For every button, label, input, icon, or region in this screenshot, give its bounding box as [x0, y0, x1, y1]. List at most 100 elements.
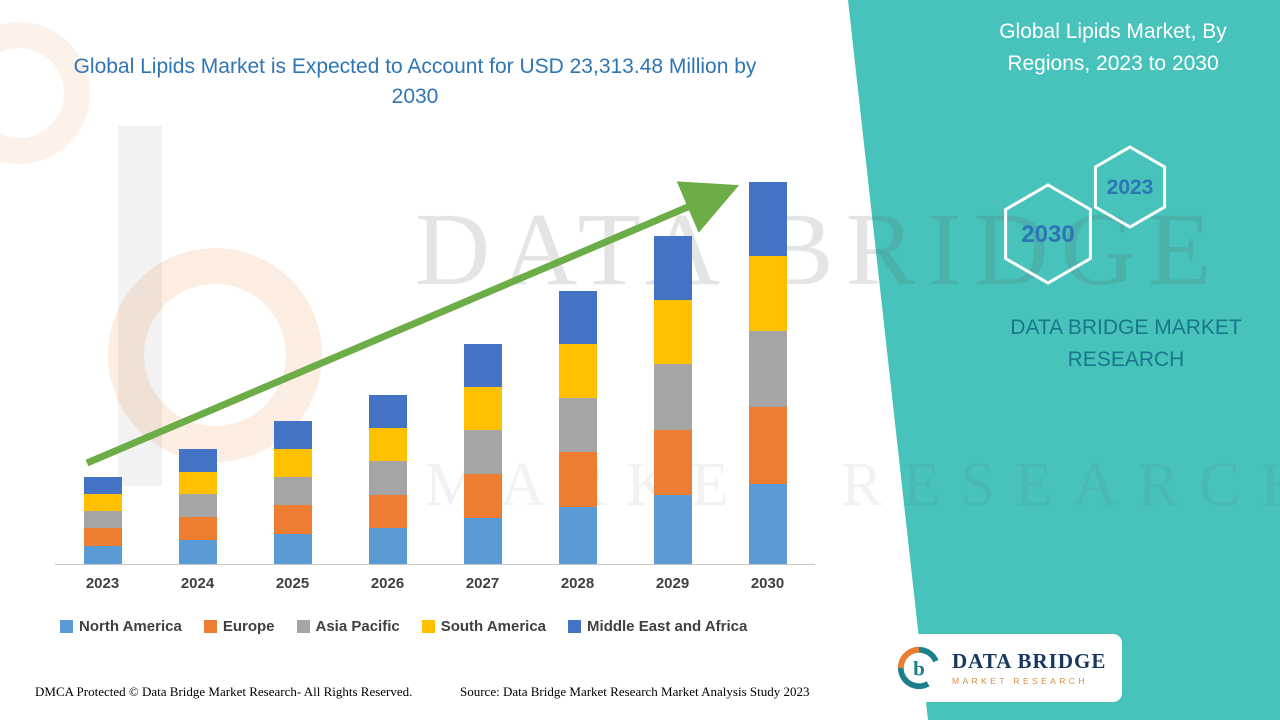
side-panel-title: Global Lipids Market, By Regions, 2023 t… — [999, 20, 1227, 75]
bar-slot-2027 — [435, 175, 530, 564]
segment-south-america — [748, 256, 787, 331]
segment-europe — [748, 407, 787, 484]
bar-slot-2024 — [150, 175, 245, 564]
segment-middle-east-and-africa — [83, 476, 122, 494]
stacked-bar-2024 — [178, 449, 217, 564]
segment-south-america — [83, 493, 122, 511]
segment-europe — [558, 452, 597, 507]
segment-asia-pacific — [83, 510, 122, 529]
segment-south-america — [368, 427, 407, 461]
chart-title: Global Lipids Market is Expected to Acco… — [73, 55, 757, 109]
legend-item-middle-east-and-africa: Middle East and Africa — [568, 618, 747, 635]
segment-europe — [273, 505, 312, 534]
legend-swatch-icon — [421, 620, 435, 633]
segment-north-america — [368, 528, 407, 564]
segment-europe — [653, 429, 692, 496]
logo-name: DATA BRIDGE — [952, 648, 1107, 673]
legend: North America Europe Asia Pacific South Ame… — [60, 618, 830, 635]
x-axis-label-2026: 2026 — [370, 575, 405, 592]
footer-dmca-text: DMCA Protected © Data Bridge Market Rese… — [35, 684, 413, 699]
legend-label: North America — [79, 618, 182, 635]
segment-asia-pacific — [463, 429, 502, 474]
segment-middle-east-and-africa — [558, 290, 597, 345]
segment-north-america — [463, 517, 502, 564]
segment-middle-east-and-africa — [653, 236, 692, 301]
segment-south-america — [653, 300, 692, 365]
logo-mark-letter: b — [913, 657, 925, 681]
legend-swatch-icon — [296, 620, 310, 633]
segment-asia-pacific — [653, 364, 692, 430]
logo-tagline: MARKET RESEARCH — [952, 676, 1088, 687]
logo-text-block: DATA BRIDGE MARKET RESEARCH — [952, 648, 1107, 687]
segment-asia-pacific — [273, 476, 312, 506]
x-axis-label-2029: 2029 — [655, 575, 690, 592]
legend-item-south-america: South America — [421, 618, 547, 635]
bar-slot-2025 — [245, 175, 340, 564]
legend-item-europe: Europe — [203, 618, 275, 635]
x-axis-label-2025: 2025 — [275, 575, 310, 592]
x-axis-label-2028: 2028 — [560, 575, 595, 592]
segment-north-america — [748, 483, 787, 564]
segment-asia-pacific — [368, 460, 407, 495]
segment-north-america — [653, 495, 692, 564]
stacked-bar-2027 — [463, 344, 502, 564]
hexagon-year-2030: 2030 — [1021, 221, 1074, 248]
stacked-bar-2023 — [83, 476, 122, 564]
bar-slot-2028 — [530, 175, 625, 564]
segment-middle-east-and-africa — [273, 420, 312, 449]
segment-middle-east-and-africa — [178, 449, 217, 472]
segment-north-america — [558, 506, 597, 564]
bar-slot-2023 — [55, 175, 150, 564]
segment-south-america — [558, 344, 597, 398]
segment-north-america — [273, 534, 312, 564]
legend-label: Europe — [222, 618, 275, 635]
stacked-bar-2030 — [748, 181, 787, 564]
x-axis-label-2027: 2027 — [465, 575, 500, 592]
segment-south-america — [463, 386, 502, 430]
segment-europe — [178, 516, 217, 540]
stacked-bar-2025 — [273, 420, 312, 564]
legend-label: Asia Pacific — [315, 618, 400, 635]
legend-swatch-icon — [568, 620, 582, 633]
stacked-bar-2029 — [653, 236, 692, 564]
segment-middle-east-and-africa — [463, 344, 502, 387]
segment-north-america — [178, 539, 217, 564]
brand-text: DATA BRIDGE MARKET RESEARCH — [1010, 316, 1242, 371]
segment-south-america — [273, 448, 312, 477]
x-axis-label-2024: 2024 — [180, 575, 215, 592]
x-axis-label-2023: 2023 — [85, 575, 120, 592]
footer-source-text: Source: Data Bridge Market Research Mark… — [460, 684, 810, 699]
x-axis-labels: 2023 2024 2025 2026 2027 2028 2029 2030 — [55, 575, 815, 592]
legend-swatch-icon — [203, 620, 217, 633]
segment-north-america — [83, 545, 122, 564]
legend-item-north-america: North America — [60, 618, 182, 635]
segment-south-america — [178, 471, 217, 494]
stacked-bar-2026 — [368, 394, 407, 564]
stacked-bar-2028 — [558, 290, 597, 564]
segment-asia-pacific — [558, 397, 597, 453]
hexagon-year-2023: 2023 — [1107, 176, 1154, 199]
segment-middle-east-and-africa — [368, 394, 407, 428]
bar-slot-2026 — [340, 175, 435, 564]
legend-label: Middle East and Africa — [587, 618, 748, 635]
teal-side-panel — [848, 0, 1280, 720]
data-bridge-logo-card: b DATA BRIDGE MARKET RESEARCH — [884, 634, 1122, 702]
legend-swatch-icon — [60, 620, 73, 633]
bars-row — [55, 175, 815, 565]
segment-middle-east-and-africa — [748, 181, 787, 257]
legend-item-asia-pacific: Asia Pacific — [296, 618, 400, 635]
x-axis-label-2030: 2030 — [750, 575, 785, 592]
data-bridge-logo-icon: b — [897, 646, 941, 690]
segment-europe — [463, 473, 502, 518]
segment-asia-pacific — [178, 493, 217, 517]
legend-label: South America — [440, 618, 547, 635]
segment-europe — [368, 494, 407, 529]
hexagon-2030-icon — [1004, 183, 1092, 285]
segment-europe — [83, 528, 122, 546]
bar-slot-2029 — [625, 175, 720, 564]
bar-slot-2030 — [720, 175, 815, 564]
hexagon-2023-icon — [1093, 145, 1167, 229]
hexagon-year-badges: 2023 2030 — [1004, 145, 1167, 285]
segment-asia-pacific — [748, 330, 787, 408]
